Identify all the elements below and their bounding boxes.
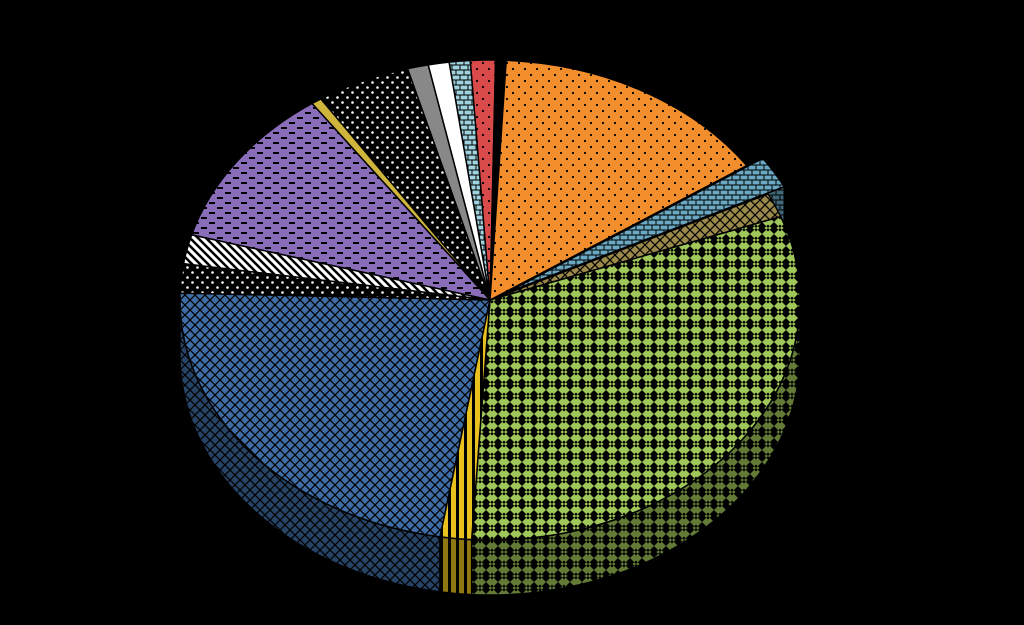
- pie-tops: [180, 60, 800, 540]
- pie-chart-3d: [0, 0, 1024, 625]
- pie-wall-4: [440, 537, 472, 595]
- pie-slice-5: [180, 293, 490, 537]
